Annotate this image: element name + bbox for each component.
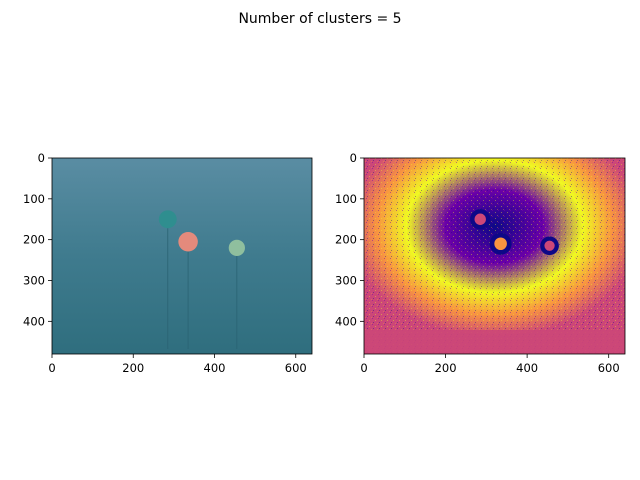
x-tick-label: 600 bbox=[598, 361, 620, 375]
axes-frame bbox=[51, 157, 313, 355]
red-buoy bbox=[494, 237, 507, 251]
y-tick-label: 0 bbox=[38, 151, 45, 165]
panel-clustered: 0 200 400 600 0 100 200 300 400 bbox=[335, 151, 626, 375]
clustered-image-noise bbox=[364, 158, 625, 354]
y-tick-label: 200 bbox=[335, 233, 357, 247]
panel-original: 0 200 400 600 0 100 200 300 400 bbox=[23, 151, 313, 375]
y-tick-label: 300 bbox=[23, 274, 45, 288]
x-tick-label: 600 bbox=[285, 361, 307, 375]
x-tick-label: 400 bbox=[516, 361, 538, 375]
y-tick-label: 200 bbox=[23, 233, 45, 247]
x-tick-label: 200 bbox=[122, 361, 144, 375]
y-tick-label: 100 bbox=[23, 192, 45, 206]
y-tick-label: 100 bbox=[335, 192, 357, 206]
y-tick-label: 400 bbox=[335, 314, 357, 328]
x-tick-label: 0 bbox=[48, 361, 55, 375]
suptitle: Number of clusters = 5 bbox=[238, 11, 401, 27]
clustered-image-floor bbox=[364, 330, 625, 354]
x-tick-label: 0 bbox=[360, 361, 367, 375]
y-tick-label: 0 bbox=[350, 151, 357, 165]
green-buoy bbox=[544, 240, 555, 251]
teal-buoy bbox=[158, 210, 177, 229]
original-image-background bbox=[52, 158, 312, 354]
y-tick-label: 400 bbox=[23, 314, 45, 328]
x-tick-label: 400 bbox=[204, 361, 226, 375]
axes-frame bbox=[363, 157, 626, 355]
x-tick-label: 200 bbox=[435, 361, 457, 375]
green-buoy bbox=[228, 239, 245, 256]
red-buoy bbox=[178, 231, 198, 252]
teal-buoy bbox=[474, 213, 486, 225]
y-tick-label: 300 bbox=[335, 274, 357, 288]
